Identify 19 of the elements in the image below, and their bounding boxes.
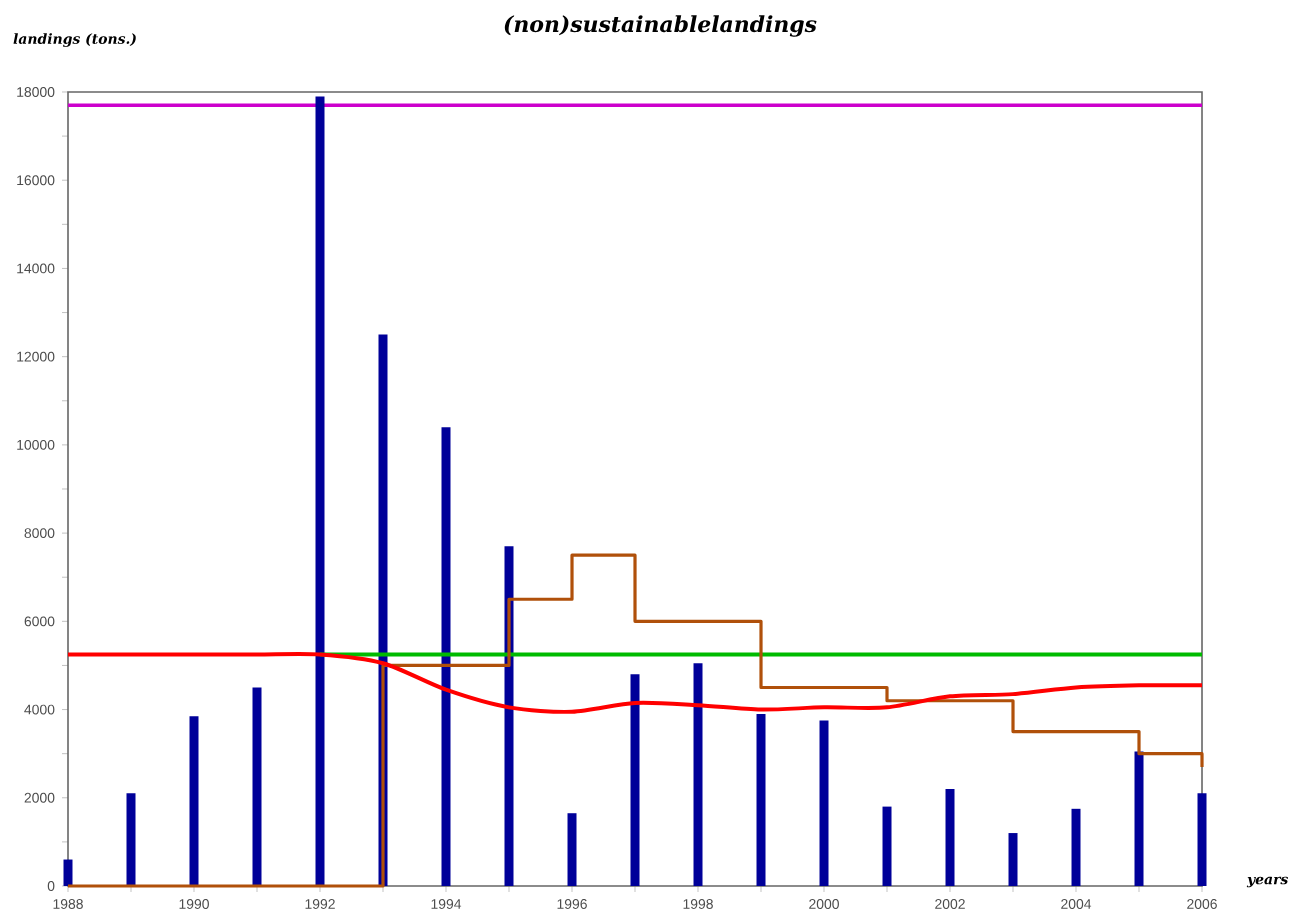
bar — [126, 793, 136, 886]
bar — [1008, 833, 1018, 886]
bar — [819, 720, 829, 886]
bar — [630, 674, 640, 886]
chart-title: (non)sustainablelandings — [504, 15, 817, 37]
bar — [315, 96, 325, 886]
bar — [441, 427, 451, 886]
line-series — [66, 651, 1205, 714]
bar — [252, 687, 262, 886]
bar — [882, 806, 892, 886]
bar — [567, 813, 577, 886]
bar — [945, 788, 955, 886]
bar — [1197, 793, 1207, 886]
bar — [1134, 751, 1144, 886]
bar — [63, 859, 73, 886]
bar — [756, 713, 766, 886]
bar — [693, 663, 703, 886]
bar — [189, 716, 199, 886]
bar — [1071, 808, 1081, 886]
